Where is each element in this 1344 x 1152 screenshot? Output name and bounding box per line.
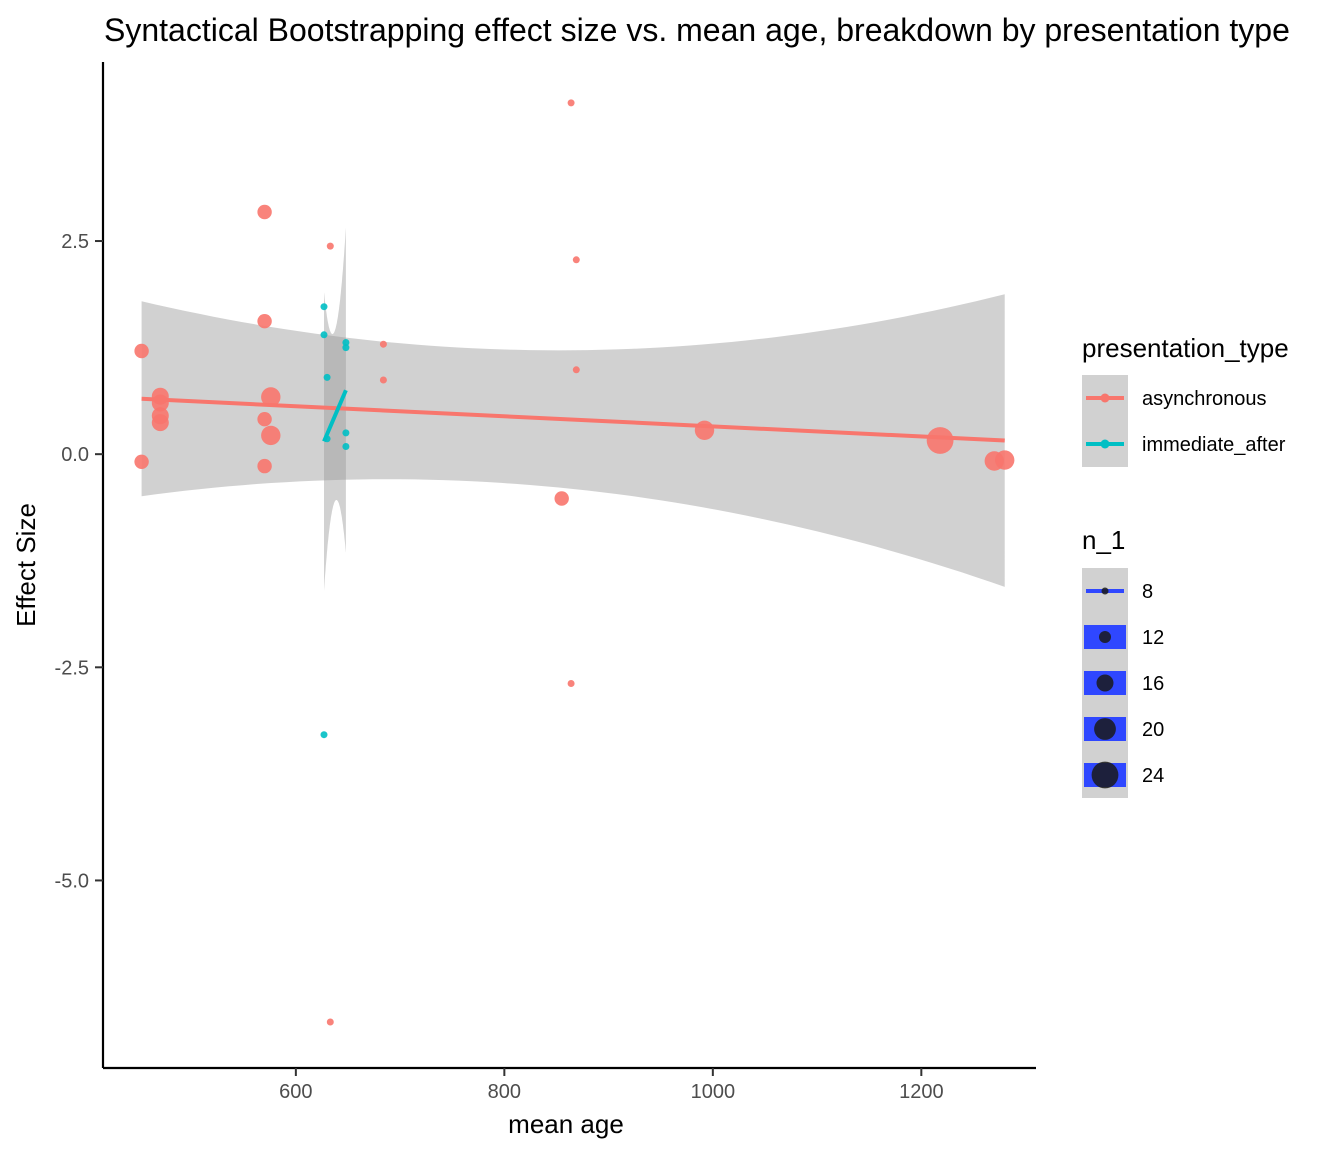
data-point-asynchronous-20 [572, 366, 580, 374]
data-point-asynchronous-0 [134, 343, 149, 359]
legend-size-key-dot-0 [1101, 587, 1109, 595]
legend-color-title: presentation_type [1082, 333, 1289, 363]
data-point-asynchronous-5 [151, 414, 169, 432]
data-point-immediate-after-5 [342, 339, 350, 346]
legend-size-key-dot-3 [1094, 718, 1116, 740]
y-tick-label-3: -5.0 [55, 870, 89, 892]
y-tick-label-2: -2.5 [55, 657, 89, 679]
data-point-immediate-after-3 [323, 373, 331, 381]
legend-size-label-0: 8 [1142, 581, 1153, 603]
data-point-immediate-after-2 [320, 731, 328, 739]
confidence-band-asynchronous [141, 294, 1005, 587]
data-point-asynchronous-7 [257, 314, 272, 329]
data-point-immediate-after-0 [320, 303, 328, 311]
data-point-immediate-after-8 [342, 443, 350, 450]
legend-color-label-0: asynchronous [1142, 388, 1267, 410]
x-tick-label-3: 1200 [899, 1081, 944, 1103]
legend-color-key-dot-1 [1100, 439, 1110, 449]
legend-size-key-dot-4 [1091, 761, 1119, 789]
axes: 600 800 1000 1200 2.5 0.0 -2.5 -5.0 [55, 231, 944, 1103]
y-tick-label-0: 2.5 [61, 231, 89, 253]
x-tick-label-0: 600 [279, 1081, 312, 1103]
data-point-immediate-after-7 [342, 429, 350, 437]
data-point-asynchronous-13 [326, 1018, 334, 1026]
legend-size-label-3: 20 [1142, 719, 1164, 741]
data-point-asynchronous-8 [257, 412, 272, 427]
data-point-asynchronous-19 [572, 256, 580, 264]
legend: presentation_type n_1 asynchronous immedi… [1082, 333, 1289, 798]
legend-color-label-1: immediate_after [1142, 434, 1286, 456]
data-point-asynchronous-21 [694, 420, 715, 440]
data-point-asynchronous-12 [326, 242, 334, 250]
data-point-asynchronous-10 [261, 387, 281, 407]
y-tick-label-1: 0.0 [61, 444, 89, 466]
data-point-asynchronous-16 [554, 491, 569, 506]
data-point-asynchronous-18 [567, 680, 575, 687]
data-point-asynchronous-6 [257, 204, 272, 220]
fit-line-immediate-after [322, 389, 348, 443]
fit-line-asynchronous [141, 396, 1005, 443]
legend-color-key-dot-0 [1100, 393, 1110, 403]
legend-size-label-1: 12 [1142, 627, 1164, 649]
data-point-immediate-after-1 [320, 331, 328, 339]
chart-title: Syntactical Bootstrapping effect size vs… [104, 12, 1290, 48]
data-point-asynchronous-24 [995, 450, 1015, 470]
data-point-asynchronous-9 [257, 458, 272, 474]
data-point-asynchronous-11 [261, 425, 281, 446]
x-tick-label-1: 800 [488, 1081, 521, 1103]
legend-size-title: n_1 [1082, 525, 1125, 555]
x-axis-title: mean age [508, 1109, 624, 1139]
x-tick-label-2: 1000 [691, 1081, 736, 1103]
y-axis-title: Effect Size [11, 503, 41, 627]
legend-size-key-dot-2 [1096, 674, 1114, 692]
data-point-asynchronous-15 [379, 376, 387, 384]
data-point-immediate-after-6 [342, 344, 350, 352]
legend-size-label-4: 24 [1142, 765, 1164, 787]
data-point-asynchronous-17 [567, 99, 575, 107]
plot-area [134, 99, 1015, 1026]
data-point-asynchronous-1 [134, 454, 149, 469]
data-point-asynchronous-22 [926, 427, 954, 454]
legend-size-label-2: 16 [1142, 673, 1164, 695]
legend-size-key-dot-1 [1099, 631, 1111, 643]
data-point-asynchronous-14 [379, 340, 387, 348]
